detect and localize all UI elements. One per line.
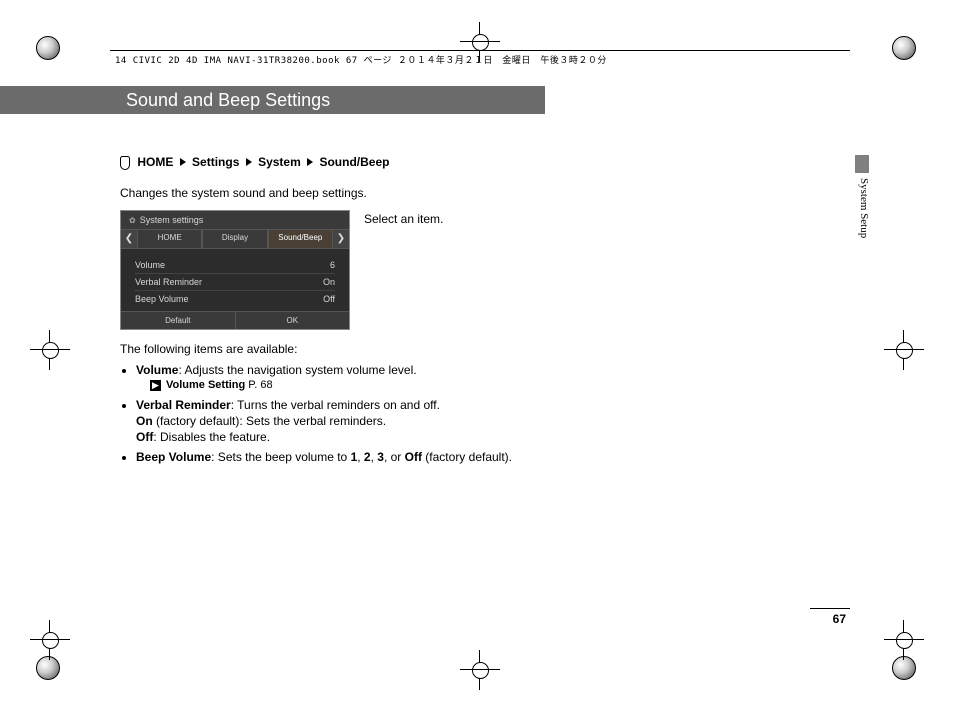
crop-cross	[884, 330, 924, 370]
subref-label: Volume Setting	[166, 379, 245, 391]
list-item: Verbal Reminder: Turns the verbal remind…	[136, 397, 740, 446]
item-text: : Sets the beep volume to	[211, 450, 350, 464]
breadcrumb-item: Sound/Beep	[319, 155, 389, 169]
list-item: Beep Volume: Sets the beep volume to 1, …	[136, 449, 740, 465]
page-number: 67	[833, 612, 846, 626]
on-text: (factory default): Sets the verbal remin…	[153, 414, 386, 428]
item-label: Beep Volume	[136, 450, 211, 464]
ss-tabs: ❮ HOME Display Sound/Beep ❯	[121, 230, 349, 249]
breadcrumb-item: HOME	[137, 155, 173, 169]
ss-tab: Display	[202, 230, 267, 248]
chevron-right-icon	[246, 158, 252, 166]
section-tab	[855, 155, 869, 173]
instruction-text: Select an item.	[364, 210, 443, 226]
header-rule	[110, 50, 850, 51]
reg-mark	[892, 36, 918, 62]
ss-title: System settings	[121, 211, 349, 230]
ss-ok-button: OK	[236, 312, 350, 329]
header-meta: 14 CIVIC 2D 4D IMA NAVI-31TR38200.book 6…	[115, 53, 607, 66]
val: Off	[405, 450, 422, 464]
val: 3	[377, 450, 384, 464]
chevron-left-icon: ❮	[121, 230, 137, 248]
item-label: Volume	[136, 363, 178, 377]
description: Changes the system sound and beep settin…	[120, 186, 740, 200]
item-text: : Turns the verbal reminders on and off.	[231, 398, 440, 412]
breadcrumb: HOME Settings System Sound/Beep	[120, 155, 740, 170]
items-intro: The following items are available:	[120, 342, 740, 356]
breadcrumb-item: System	[258, 155, 301, 169]
ss-footer: Default OK	[121, 311, 349, 329]
crop-cross	[884, 620, 924, 660]
ss-row-value: 6	[330, 260, 335, 270]
content-area: HOME Settings System Sound/Beep Changes …	[120, 155, 740, 470]
off-text: : Disables the feature.	[153, 430, 270, 444]
list-item: Volume: Adjusts the navigation system vo…	[136, 362, 740, 393]
items-list: Volume: Adjusts the navigation system vo…	[120, 362, 740, 466]
device-screenshot: System settings ❮ HOME Display Sound/Bee…	[120, 210, 350, 330]
chevron-right-icon	[307, 158, 313, 166]
ss-body: Volume 6 Verbal Reminder On Beep Volume …	[121, 249, 349, 311]
ss-row-label: Volume	[135, 260, 165, 270]
ss-row-value: Off	[323, 294, 335, 304]
chevron-right-icon	[180, 158, 186, 166]
crop-cross	[30, 330, 70, 370]
link-icon: ▶	[150, 380, 161, 391]
home-icon	[120, 156, 130, 170]
crop-cross	[30, 620, 70, 660]
item-text: : Adjusts the navigation system volume l…	[178, 363, 416, 377]
cross-reference: ▶ Volume Setting P. 68	[150, 378, 740, 393]
section-label: System Setup	[858, 178, 870, 238]
item-label: Verbal Reminder	[136, 398, 231, 412]
ss-tab: HOME	[137, 230, 202, 248]
chevron-right-icon: ❯	[333, 230, 349, 248]
ss-tab-active: Sound/Beep	[268, 230, 333, 248]
off-label: Off	[136, 430, 153, 444]
ss-default-button: Default	[121, 312, 236, 329]
ss-row-value: On	[323, 277, 335, 287]
ss-row-label: Beep Volume	[135, 294, 189, 304]
crop-cross	[460, 650, 500, 690]
val: 2	[364, 450, 371, 464]
ss-row-label: Verbal Reminder	[135, 277, 202, 287]
ss-row: Beep Volume Off	[135, 291, 335, 307]
breadcrumb-item: Settings	[192, 155, 239, 169]
item-text: (factory default).	[422, 450, 512, 464]
sep: ,	[357, 450, 364, 464]
page-title: Sound and Beep Settings	[0, 86, 545, 114]
figure-row: System settings ❮ HOME Display Sound/Bee…	[120, 210, 740, 330]
page-number-rule	[810, 608, 850, 609]
subref-page: P. 68	[248, 379, 272, 391]
reg-mark	[36, 36, 62, 62]
sep: , or	[384, 450, 405, 464]
ss-row: Verbal Reminder On	[135, 274, 335, 291]
ss-row: Volume 6	[135, 257, 335, 274]
on-label: On	[136, 414, 153, 428]
